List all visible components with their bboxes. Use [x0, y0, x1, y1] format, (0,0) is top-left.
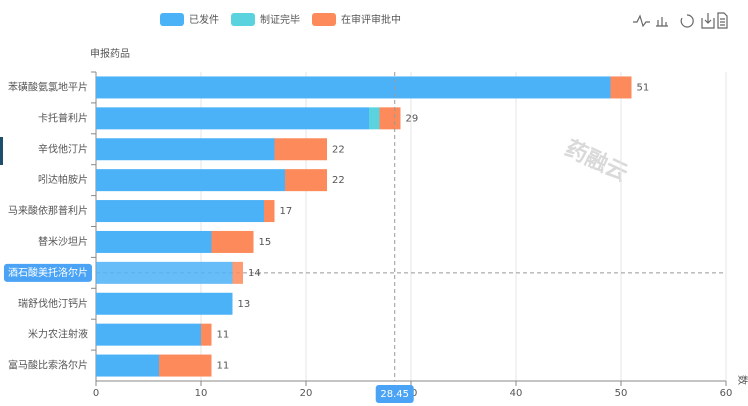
y-tick-label: 吲达帕胺片: [38, 173, 88, 186]
bar-segment: [201, 323, 212, 346]
total-label: 13: [238, 299, 251, 310]
y-tick-label: 卡托普利片: [38, 111, 88, 124]
pointer-label: 28.45: [380, 389, 409, 400]
bar-segment: [159, 354, 212, 377]
total-label: 22: [332, 175, 345, 186]
x-tick-label: 20: [300, 388, 313, 399]
x-tick-label: 10: [195, 388, 208, 399]
total-label: 22: [332, 144, 345, 155]
bar-segment: [96, 107, 369, 130]
bar-segment: [96, 230, 212, 253]
legend-swatch: [231, 13, 255, 26]
x-tick-label: 0: [93, 388, 99, 399]
y-tick-label: 米力农注射液: [28, 328, 88, 341]
bar-segment: [96, 138, 275, 161]
total-label: 29: [406, 113, 419, 124]
bar-segment: [369, 107, 380, 130]
y-tick-label: 马来酸依那普利片: [8, 204, 88, 217]
y-tick-label: 替米沙坦片: [38, 235, 88, 248]
bar-segment: [379, 107, 401, 130]
toolbox[interactable]: [633, 12, 728, 29]
bar-segment: [96, 169, 285, 192]
bar-segment: [96, 76, 611, 99]
y-tick-label: 苯磺酸氨氯地平片: [8, 80, 88, 93]
legend-swatch: [312, 13, 336, 26]
legend-label: 已发件: [189, 13, 219, 26]
pointer-label-bg: [4, 263, 92, 282]
bar-segment: [264, 200, 275, 223]
legend-label: 制证完毕: [260, 13, 300, 26]
total-label: 11: [217, 361, 230, 372]
x-tick-label: 40: [510, 388, 523, 399]
bar-segment: [274, 138, 327, 161]
legend-swatch: [160, 13, 184, 26]
bar-segment: [285, 169, 327, 192]
bar-segment: [96, 261, 233, 284]
x-axis-title: 数: [736, 375, 748, 385]
x-tick-label: 60: [720, 388, 733, 399]
bar-segment: [96, 323, 201, 346]
total-label: 14: [248, 268, 261, 279]
total-label: 17: [280, 206, 293, 217]
bar-segment: [96, 200, 264, 223]
pointer-label-bg: [375, 385, 414, 403]
bar-segment: [211, 230, 254, 253]
side-marker: [0, 137, 3, 165]
bar-segment: [610, 76, 632, 99]
total-label: 11: [217, 330, 230, 341]
bar-segment: [96, 292, 233, 315]
y-tick-label: 酒石酸美托洛尔片: [8, 266, 88, 279]
y-tick-label: 辛伐他汀片: [38, 142, 88, 155]
legend-label: 在审评审批中: [341, 13, 401, 26]
y-tick-label: 富马酸比索洛尔片: [8, 359, 88, 372]
bar-segment: [232, 261, 243, 284]
bar-segment: [96, 354, 159, 377]
total-label: 15: [259, 237, 272, 248]
y-axis-title: 申报药品: [90, 47, 130, 60]
x-tick-label: 50: [615, 388, 628, 399]
total-label: 51: [637, 82, 650, 93]
y-tick-label: 瑞舒伐他汀钙片: [18, 297, 88, 310]
